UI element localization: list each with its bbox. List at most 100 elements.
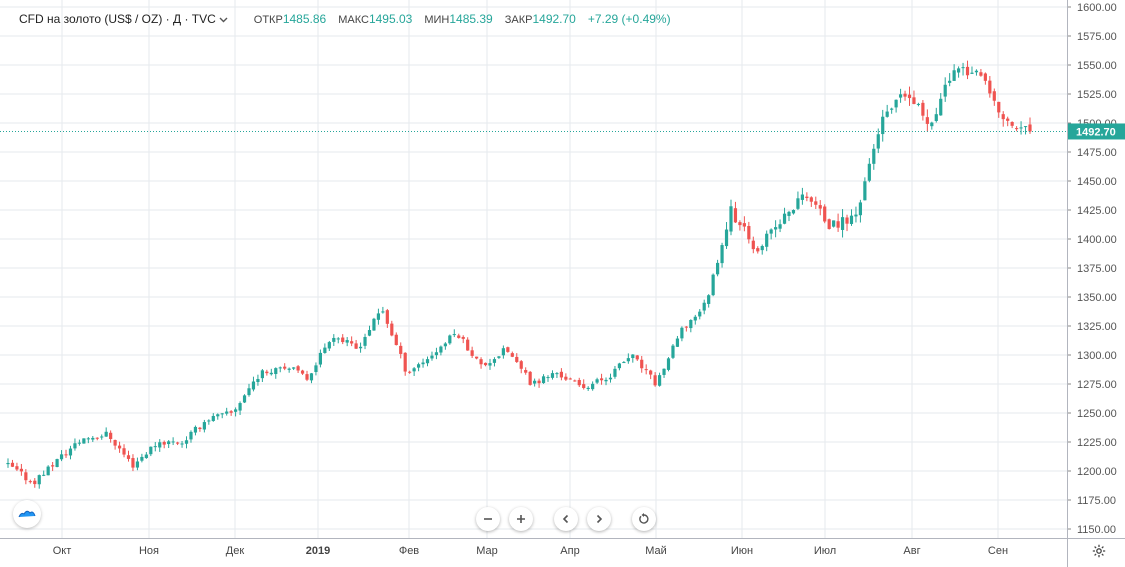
candle-body <box>800 194 804 200</box>
candle-body <box>689 319 693 329</box>
gear-icon[interactable] <box>1090 542 1108 560</box>
candle-up <box>86 437 90 444</box>
candle-up <box>657 372 662 387</box>
candle-body <box>77 442 82 444</box>
candle-down <box>733 201 738 223</box>
candle-down <box>385 308 389 328</box>
plus-icon <box>517 515 525 523</box>
candle-down <box>403 352 407 376</box>
candle-down <box>823 204 827 224</box>
candle-body <box>135 461 140 468</box>
candle-up <box>631 354 635 363</box>
x-tick-label: 2019 <box>306 545 330 557</box>
candle-body <box>443 343 447 347</box>
candle-up <box>452 329 456 338</box>
candle-down <box>51 462 55 472</box>
candle-body <box>751 240 755 250</box>
candle-down <box>1001 111 1005 127</box>
candle-body <box>341 337 345 343</box>
candle-body <box>399 345 403 354</box>
scroll-left-button[interactable] <box>554 507 578 531</box>
candle-body <box>15 466 19 470</box>
candle-up <box>970 66 974 75</box>
y-tick-label: 1150.00 <box>1077 524 1116 536</box>
candle-up <box>939 93 943 116</box>
candle-up <box>840 209 845 238</box>
x-tick-label: Апр <box>560 545 579 557</box>
y-tick-label: 1400.00 <box>1077 234 1117 246</box>
candle-up <box>216 413 220 420</box>
candle-body <box>836 221 840 228</box>
reset-chart-button[interactable] <box>632 507 656 531</box>
candle-body <box>863 181 867 201</box>
zoom-in-button[interactable] <box>509 507 533 531</box>
candle-body <box>68 448 73 456</box>
change-value: +7.29 (+0.49%) <box>587 12 671 26</box>
candle-up <box>849 209 854 226</box>
candle-body <box>577 379 581 386</box>
candle-up <box>782 207 787 225</box>
candle-body <box>350 341 354 344</box>
candle-body <box>979 72 983 76</box>
candle-body <box>225 411 229 414</box>
candle-up <box>448 334 452 345</box>
candle-body <box>742 223 746 227</box>
candle-up <box>863 177 867 201</box>
candle-body <box>434 352 439 356</box>
candle-body <box>702 302 706 311</box>
candle-body <box>193 426 198 433</box>
candle-body <box>541 376 546 384</box>
candle-body <box>564 376 568 380</box>
candle-body <box>765 233 769 247</box>
candle-up <box>207 419 211 425</box>
candle-body <box>640 359 644 369</box>
candle-down <box>1010 121 1014 129</box>
candle-up <box>890 107 894 114</box>
candle-body <box>997 101 1001 113</box>
candle-body <box>796 198 800 209</box>
candle-body <box>698 311 702 317</box>
candle-body <box>95 437 99 439</box>
candle-down <box>470 346 474 359</box>
candle-down <box>559 368 563 381</box>
candle-up <box>671 343 675 360</box>
chevron-down-icon[interactable] <box>219 15 228 24</box>
candle-body <box>269 372 273 375</box>
x-tick-label: Фев <box>399 545 419 557</box>
candle-up <box>555 372 559 378</box>
candle-up <box>167 440 171 448</box>
candle-down <box>162 440 166 449</box>
scroll-right-button[interactable] <box>587 507 611 531</box>
candle-body <box>73 443 77 449</box>
tradingview-logo-icon[interactable] <box>13 500 41 528</box>
candle-body <box>332 337 336 342</box>
candle-body <box>582 384 586 389</box>
candle-down <box>515 353 519 364</box>
chevron-right-icon <box>596 514 603 524</box>
symbol-title[interactable]: CFD на золото (US$ / OZ) · Д · TVC <box>19 12 216 26</box>
candle-down <box>19 463 23 476</box>
candle-body <box>555 373 559 375</box>
candle-body <box>149 446 153 455</box>
candle-body <box>425 359 430 364</box>
candle-body <box>109 432 113 439</box>
zoom-out-button[interactable] <box>476 507 500 531</box>
candle-up <box>247 383 251 397</box>
candle-down <box>461 335 465 344</box>
candle-body <box>180 443 184 445</box>
candle-up <box>220 413 224 419</box>
candle-body <box>653 375 657 386</box>
candle-body <box>358 346 363 349</box>
candle-body <box>738 222 742 226</box>
candle-up <box>774 220 778 238</box>
candle-up <box>91 436 95 443</box>
candle-up <box>358 342 363 353</box>
candle-body <box>42 474 46 476</box>
candle-up <box>144 452 148 459</box>
candle-body <box>680 327 684 339</box>
candle-body <box>787 211 791 216</box>
candle-body <box>448 335 452 344</box>
y-tick-label: 1425.00 <box>1077 205 1117 217</box>
